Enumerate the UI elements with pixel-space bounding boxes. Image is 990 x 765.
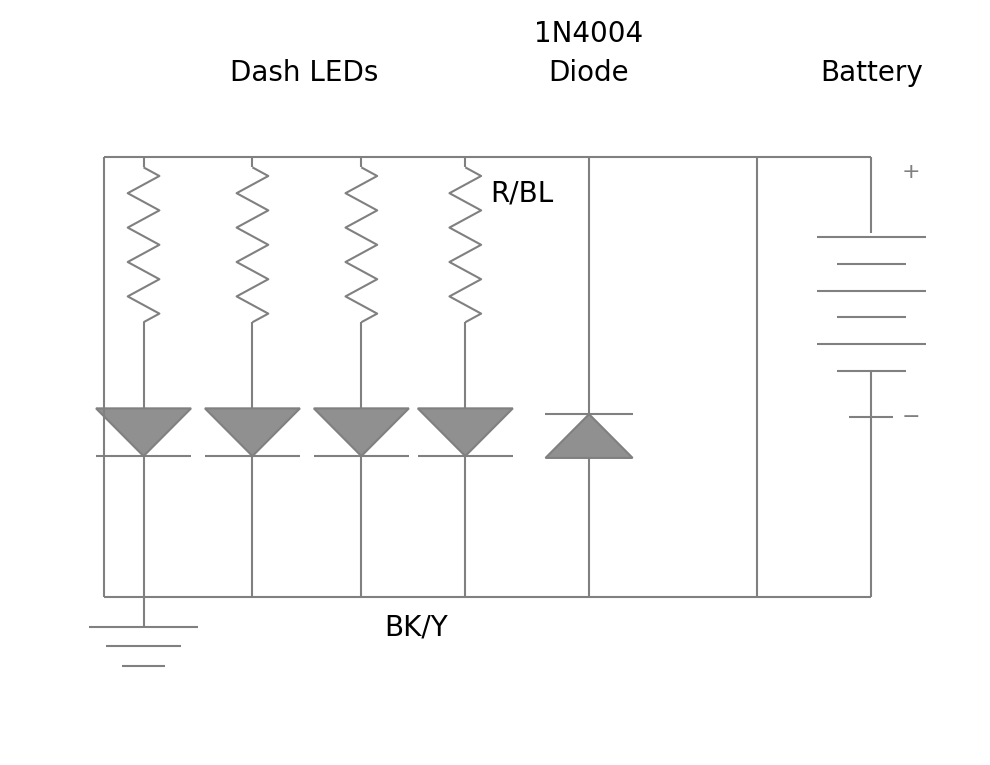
Polygon shape — [314, 409, 409, 456]
Polygon shape — [545, 414, 633, 458]
Text: Diode: Diode — [548, 59, 630, 86]
Text: Battery: Battery — [820, 59, 923, 86]
Text: +: + — [902, 162, 920, 182]
Text: R/BL: R/BL — [490, 180, 553, 208]
Polygon shape — [96, 409, 191, 456]
Text: −: − — [902, 407, 920, 427]
Text: Dash LEDs: Dash LEDs — [231, 59, 378, 86]
Polygon shape — [418, 409, 513, 456]
Polygon shape — [205, 409, 300, 456]
Text: BK/Y: BK/Y — [384, 614, 447, 641]
Text: 1N4004: 1N4004 — [535, 21, 644, 48]
